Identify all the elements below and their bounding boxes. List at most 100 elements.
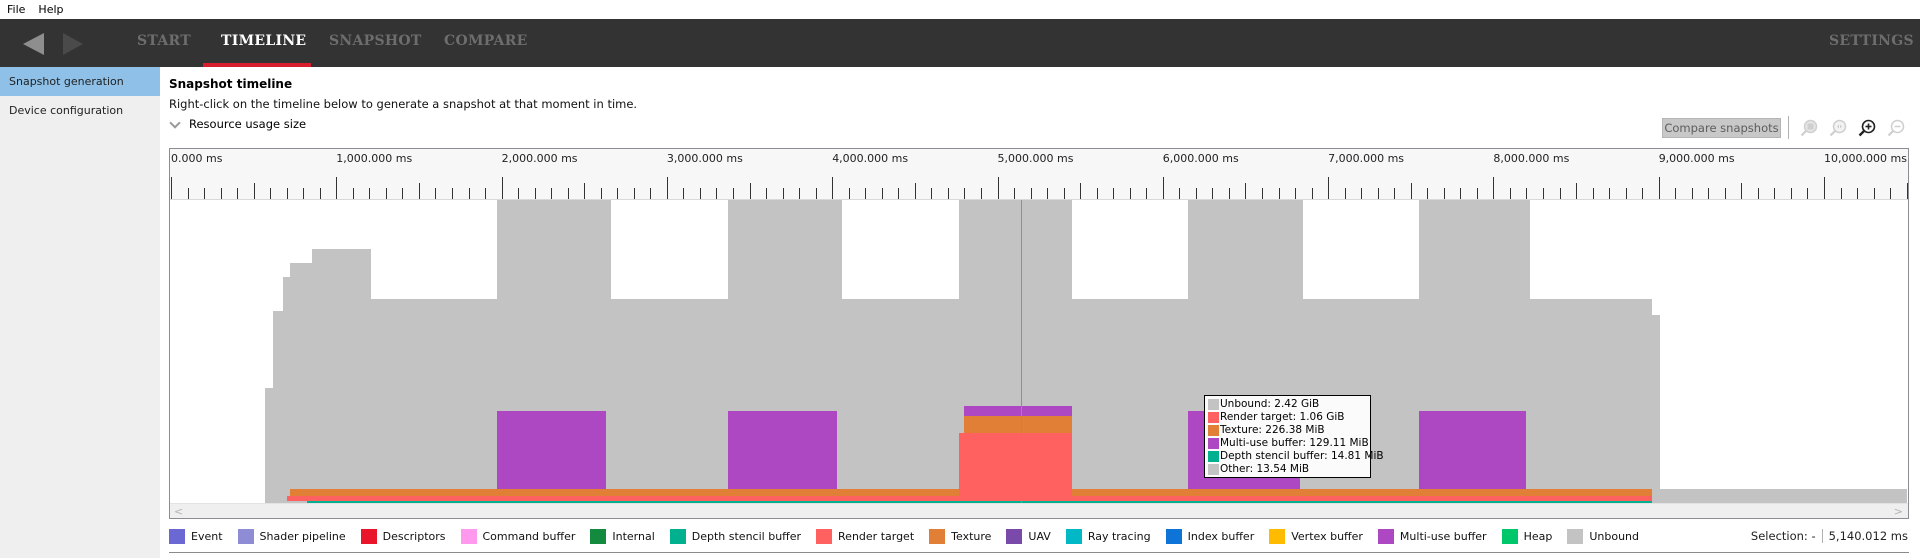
- zoom-out-icon[interactable]: [1887, 119, 1905, 137]
- tick-label: 10,000.000 ms: [1824, 152, 1907, 165]
- tick-mark: [1080, 183, 1082, 199]
- tick-mark: [352, 188, 354, 199]
- legend-label: Descriptors: [382, 529, 446, 543]
- legend-item-vertex-buffer[interactable]: Vertex buffer: [1269, 528, 1363, 544]
- tab-snapshot[interactable]: SNAPSHOT: [329, 33, 422, 49]
- tooltip-label: Multi-use buffer: 129.11 MiB: [1220, 437, 1369, 449]
- sidebar-item-device-configuration[interactable]: Device configuration: [9, 104, 124, 117]
- legend-label: Heap: [1523, 529, 1553, 543]
- timeline-chart[interactable]: 0.000 ms 1,000.000 ms 2,000.000 ms 3,000.00…: [169, 148, 1909, 519]
- tick-mark: [171, 177, 172, 199]
- series-segment-unbound: [1652, 315, 1661, 503]
- color-swatch-icon: [1208, 412, 1219, 423]
- tick-mark: [1179, 188, 1181, 199]
- zoom-to-selection-icon[interactable]: [1800, 119, 1818, 137]
- tick-mark: [1162, 177, 1164, 199]
- tick-mark: [402, 188, 404, 199]
- status-bar: Selection: - 5,140.012 ms: [1751, 529, 1908, 543]
- tick-mark: [1278, 188, 1280, 199]
- legend-item-descriptors[interactable]: Descriptors: [360, 528, 446, 544]
- tab-start[interactable]: START: [137, 33, 191, 49]
- tick-mark: [1857, 188, 1859, 199]
- legend-item-heap[interactable]: Heap: [1501, 528, 1553, 544]
- menu-bar: File Help: [0, 0, 1920, 19]
- tick-mark: [468, 188, 470, 199]
- tick-mark: [997, 177, 999, 199]
- tick-mark: [947, 188, 949, 199]
- tab-compare[interactable]: COMPARE: [444, 33, 528, 49]
- tick-mark: [1212, 188, 1214, 199]
- legend-item-event[interactable]: Event: [169, 528, 223, 544]
- section-label: Resource usage size: [189, 117, 307, 131]
- tick-mark: [1625, 188, 1627, 199]
- scroll-left-icon[interactable]: <: [174, 505, 184, 518]
- legend-item-depth-stencil-buffer[interactable]: Depth stencil buffer: [669, 528, 801, 544]
- active-tab-indicator: [203, 63, 311, 67]
- menu-file[interactable]: File: [7, 3, 26, 16]
- tick-mark: [1642, 188, 1644, 199]
- legend-label: Index buffer: [1187, 529, 1255, 543]
- legend-item-multi-use-buffer[interactable]: Multi-use buffer: [1377, 528, 1487, 544]
- resource-usage-toggle[interactable]: Resource usage size: [170, 117, 306, 131]
- tooltip-label: Unbound: 2.42 GiB: [1220, 398, 1320, 410]
- legend-item-ray-tracing[interactable]: Ray tracing: [1065, 528, 1151, 544]
- horizontal-scrollbar[interactable]: < >: [170, 503, 1908, 518]
- chevron-down-icon: [170, 118, 182, 130]
- legend-label: Unbound: [1589, 529, 1640, 543]
- time-ruler[interactable]: 0.000 ms 1,000.000 ms 2,000.000 ms 3,000.00…: [170, 149, 1908, 200]
- menu-help[interactable]: Help: [38, 3, 64, 16]
- tick-mark: [1344, 188, 1346, 199]
- legend-item-unbound[interactable]: Unbound: [1567, 528, 1640, 544]
- tick-label: 3,000.000 ms: [666, 152, 743, 165]
- tick-mark: [1261, 188, 1263, 199]
- back-arrow-icon[interactable]: [23, 33, 44, 55]
- tick-mark: [452, 188, 453, 199]
- sidebar-item-snapshot-generation[interactable]: Snapshot generation: [0, 67, 160, 96]
- legend-item-render-target[interactable]: Render target: [816, 528, 914, 544]
- compare-snapshots-button[interactable]: Compare snapshots: [1662, 118, 1781, 138]
- tick-mark: [1691, 188, 1693, 199]
- legend-item-uav[interactable]: UAV: [1006, 528, 1051, 544]
- tick-mark: [1361, 188, 1363, 199]
- tick-mark: [485, 188, 487, 199]
- legend-label: Ray tracing: [1087, 529, 1151, 543]
- tick-mark: [600, 188, 602, 199]
- color-swatch-icon: [360, 528, 377, 544]
- tick-mark: [584, 183, 586, 199]
- tick-mark: [1063, 188, 1065, 199]
- resource-usage-plot[interactable]: [170, 200, 1908, 505]
- color-swatch-icon: [816, 528, 833, 544]
- series-segment-unbound: [283, 277, 290, 503]
- tick-mark: [1493, 177, 1495, 199]
- zoom-in-icon[interactable]: [1858, 119, 1876, 137]
- tick-mark: [551, 188, 553, 199]
- tick-label: 8,000.000 ms: [1493, 152, 1570, 165]
- tooltip-label: Render target: 1.06 GiB: [1220, 411, 1345, 423]
- legend-item-index-buffer[interactable]: Index buffer: [1165, 528, 1255, 544]
- series-segment-multi-use-buffer: [964, 406, 1072, 416]
- legend-item-internal[interactable]: Internal: [590, 528, 655, 544]
- zoom-reset-icon[interactable]: [1829, 119, 1847, 137]
- legend-item-texture[interactable]: Texture: [929, 528, 991, 544]
- legend-item-shader-pipeline[interactable]: Shader pipeline: [237, 528, 346, 544]
- tick-label: 4,000.000 ms: [832, 152, 909, 165]
- tick-mark: [1443, 188, 1445, 199]
- tick-mark: [319, 188, 321, 199]
- tick-mark: [220, 188, 222, 199]
- scroll-right-icon[interactable]: >: [1893, 505, 1903, 518]
- tick-mark: [633, 188, 635, 199]
- series-segment-unbound: [1529, 299, 1653, 503]
- tick-mark: [385, 188, 387, 199]
- tick-mark: [1526, 188, 1528, 199]
- tick-label: 2,000.000 ms: [501, 152, 578, 165]
- forward-arrow-icon[interactable]: [63, 33, 83, 55]
- tab-timeline[interactable]: TIMELINE: [221, 33, 307, 49]
- series-segment-unbound: [610, 299, 732, 503]
- tick-mark: [1741, 183, 1743, 199]
- divider: [169, 552, 1909, 553]
- tab-settings[interactable]: SETTINGS: [1829, 33, 1914, 49]
- tick-mark: [1146, 188, 1148, 199]
- tick-mark: [650, 188, 652, 199]
- page-title: Snapshot timeline: [169, 77, 293, 91]
- legend-item-command-buffer[interactable]: Command buffer: [460, 528, 575, 544]
